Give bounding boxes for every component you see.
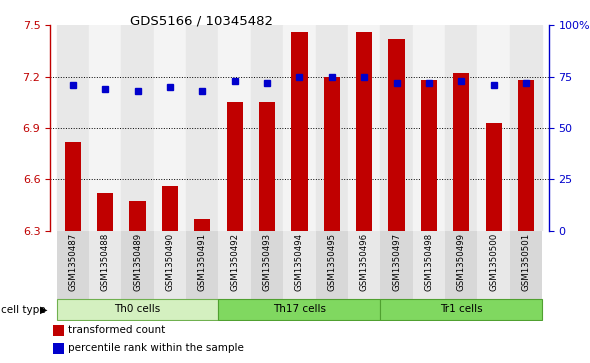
Bar — [348, 25, 381, 231]
Bar — [259, 102, 275, 231]
Bar — [194, 219, 211, 231]
Bar — [186, 25, 218, 231]
Text: GSM1350492: GSM1350492 — [230, 233, 239, 291]
Text: Th0 cells: Th0 cells — [114, 305, 160, 314]
Bar — [445, 25, 477, 231]
Text: transformed count: transformed count — [68, 325, 165, 335]
Text: GSM1350500: GSM1350500 — [489, 233, 498, 291]
Bar — [186, 231, 218, 299]
Bar — [324, 77, 340, 231]
Text: cell type: cell type — [1, 305, 46, 315]
Text: GSM1350493: GSM1350493 — [263, 233, 271, 291]
Bar — [510, 231, 542, 299]
Bar — [348, 231, 381, 299]
Bar — [316, 231, 348, 299]
Bar — [122, 231, 154, 299]
Bar — [218, 231, 251, 299]
Bar — [57, 231, 89, 299]
Bar — [510, 25, 542, 231]
Text: GSM1350489: GSM1350489 — [133, 233, 142, 291]
Text: GSM1350496: GSM1350496 — [360, 233, 369, 291]
Bar — [453, 73, 470, 231]
Bar — [283, 25, 316, 231]
Bar — [162, 186, 178, 231]
Bar — [413, 25, 445, 231]
Bar — [65, 142, 81, 231]
Bar — [381, 25, 413, 231]
Bar — [227, 102, 242, 231]
Bar — [316, 25, 348, 231]
Bar — [89, 25, 122, 231]
Text: GSM1350487: GSM1350487 — [68, 233, 77, 291]
Bar — [129, 201, 146, 231]
Bar — [518, 80, 534, 231]
Text: GSM1350499: GSM1350499 — [457, 233, 466, 290]
Bar — [421, 80, 437, 231]
Bar — [251, 231, 283, 299]
Bar — [486, 123, 502, 231]
Text: GSM1350495: GSM1350495 — [327, 233, 336, 291]
Bar — [57, 25, 89, 231]
Bar — [283, 231, 316, 299]
Bar — [356, 32, 372, 231]
Text: Th17 cells: Th17 cells — [273, 305, 326, 314]
Bar — [477, 25, 510, 231]
Text: GSM1350490: GSM1350490 — [165, 233, 175, 291]
Text: GSM1350494: GSM1350494 — [295, 233, 304, 291]
Bar — [89, 231, 122, 299]
Bar — [122, 25, 154, 231]
Bar — [381, 299, 542, 320]
Text: GSM1350488: GSM1350488 — [101, 233, 110, 291]
Text: GSM1350497: GSM1350497 — [392, 233, 401, 291]
Bar — [218, 25, 251, 231]
Bar — [97, 193, 113, 231]
Text: Tr1 cells: Tr1 cells — [440, 305, 483, 314]
Text: GSM1350491: GSM1350491 — [198, 233, 207, 291]
Bar — [218, 299, 381, 320]
Bar — [381, 231, 413, 299]
Text: GSM1350501: GSM1350501 — [522, 233, 530, 291]
Bar — [57, 299, 218, 320]
Bar — [388, 39, 405, 231]
Bar — [477, 231, 510, 299]
Text: GDS5166 / 10345482: GDS5166 / 10345482 — [130, 15, 273, 28]
Text: GSM1350498: GSM1350498 — [424, 233, 434, 291]
Text: percentile rank within the sample: percentile rank within the sample — [68, 343, 244, 354]
Bar — [445, 231, 477, 299]
Bar — [154, 231, 186, 299]
Bar — [291, 32, 307, 231]
Text: ▶: ▶ — [40, 305, 47, 315]
Bar — [413, 231, 445, 299]
Bar — [251, 25, 283, 231]
Bar — [154, 25, 186, 231]
